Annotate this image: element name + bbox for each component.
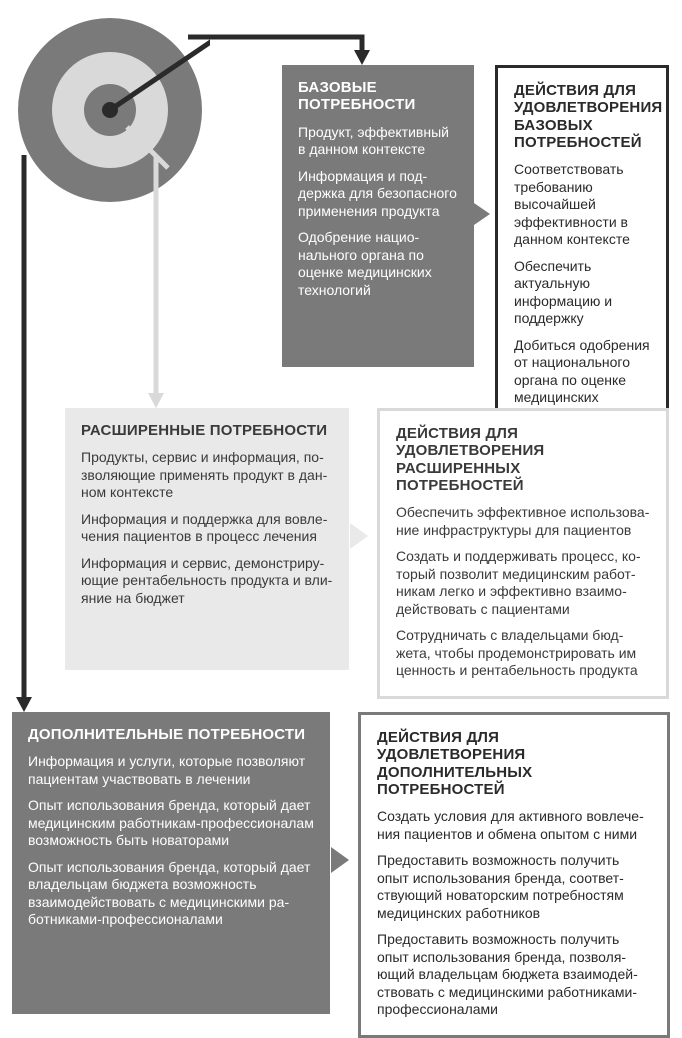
- basic-needs-item: Продукт, эффектив­ный в данном кон­текст…: [298, 124, 458, 159]
- extended-needs-box: РАСШИРЕННЫЕ ПОТРЕБНОСТИ Продукты, сервис…: [65, 408, 349, 670]
- extended-actions-item: Создать и поддерживать процесс, ко­торый…: [396, 548, 650, 618]
- basic-needs-title: БАЗОВЫЕ ПОТРЕБНОСТИ: [298, 79, 458, 114]
- extended-actions-item: Сотрудничать с владельцами бюд­жета, что…: [396, 627, 650, 680]
- additional-actions-item: Создать условия для активного вовлече­ни…: [377, 808, 651, 843]
- basic-needs-item: Одобрение нацио­нального органа по оценк…: [298, 229, 458, 299]
- additional-needs-item: Опыт использования бренда, который дает …: [28, 859, 314, 929]
- target-diagram: [10, 10, 210, 210]
- arrow-right-icon: [350, 523, 368, 549]
- additional-actions-box: ДЕЙСТВИЯ ДЛЯ УДОВЛЕТВОРЕНИЯ ДОПОЛНИТЕЛЬН…: [358, 712, 670, 1038]
- extended-actions-title: ДЕЙСТВИЯ ДЛЯ УДОВЛЕТВОРЕНИЯ РАСШИРЕННЫХ …: [396, 425, 650, 494]
- additional-needs-item: Опыт использования бренда, который дает …: [28, 797, 314, 850]
- basic-actions-item: Обеспечить актуаль­ную информацию и подд…: [514, 258, 650, 328]
- basic-needs-box: БАЗОВЫЕ ПОТРЕБНОСТИ Продукт, эффектив­ны…: [282, 65, 474, 367]
- additional-needs-box: ДОПОЛНИТЕЛЬНЫЕ ПОТРЕБНОСТИ Информация и …: [12, 712, 330, 1014]
- extended-needs-item: Информация и поддержка для вовле­чения п…: [81, 511, 333, 546]
- basic-actions-box: ДЕЙСТВИЯ ДЛЯ УДОВЛЕТВОРЕНИЯ БАЗОВЫХ ПОТР…: [495, 65, 669, 443]
- extended-needs-item: Информация и сервис, демонстриру­ющие ре…: [81, 555, 333, 608]
- extended-actions-box: ДЕЙСТВИЯ ДЛЯ УДОВЛЕТВОРЕНИЯ РАСШИРЕННЫХ …: [377, 408, 669, 699]
- basic-needs-item: Информация и под­держка для без­опасного…: [298, 168, 458, 221]
- basic-actions-item: Соответствовать тре­бованию высочай­шей …: [514, 161, 650, 249]
- additional-needs-item: Информация и услуги, которые позволя­ют …: [28, 753, 314, 788]
- additional-actions-title: ДЕЙСТВИЯ ДЛЯ УДОВЛЕТВОРЕНИЯ ДОПОЛНИТЕЛЬН…: [377, 729, 651, 798]
- arrow-right-icon: [474, 203, 490, 225]
- extended-needs-item: Продукты, сервис и информация, по­зволяю…: [81, 449, 333, 502]
- basic-actions-title: ДЕЙСТВИЯ ДЛЯ УДОВЛЕТВОРЕНИЯ БАЗОВЫХ ПОТР…: [514, 82, 650, 151]
- arrow-right-icon: [331, 847, 349, 873]
- additional-needs-title: ДОПОЛНИТЕЛЬНЫЕ ПОТРЕБНОСТИ: [28, 726, 314, 743]
- extended-needs-title: РАСШИРЕННЫЕ ПОТРЕБНОСТИ: [81, 422, 333, 439]
- additional-actions-item: Предоставить возможность получить опыт и…: [377, 931, 651, 1019]
- additional-actions-item: Предоставить возможность получить опыт и…: [377, 852, 651, 922]
- extended-actions-item: Обеспечить эффективное использова­ние ин…: [396, 504, 650, 539]
